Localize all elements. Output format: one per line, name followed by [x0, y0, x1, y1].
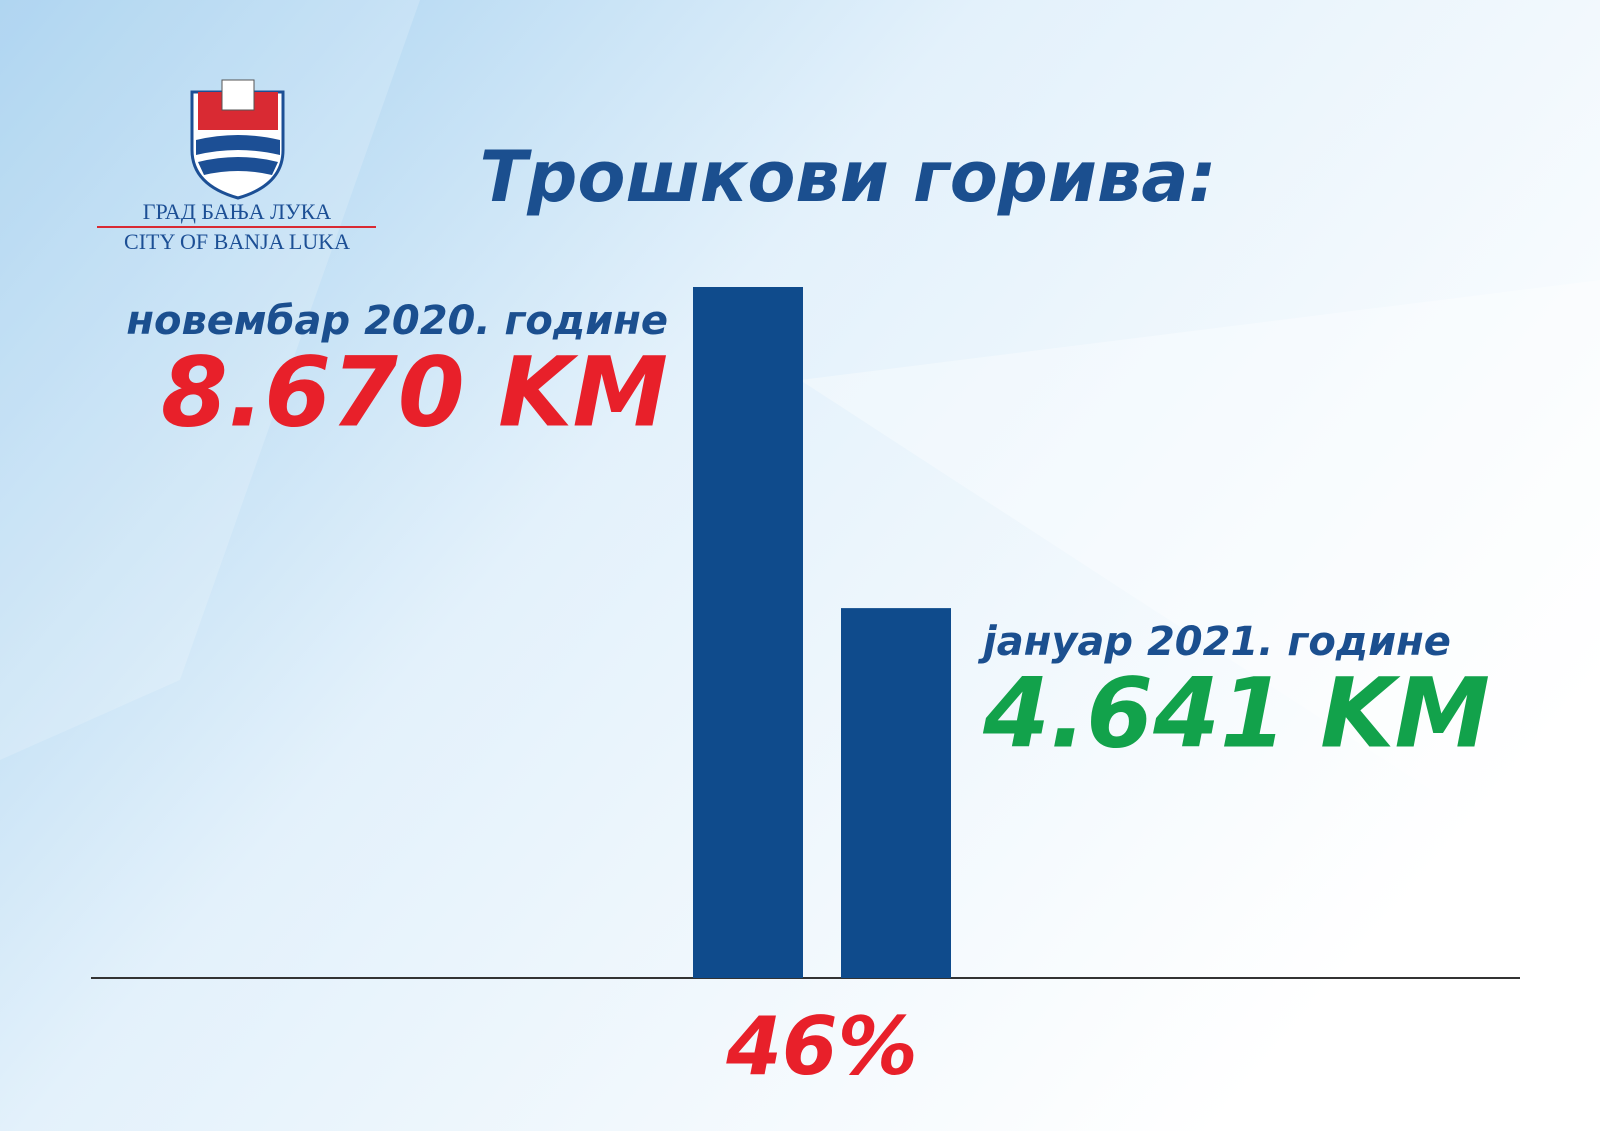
logo-text: ГРАД БАЊА ЛУКА: [143, 199, 332, 224]
bg-facet: [800, 280, 1600, 900]
category-label: јануар 2021. године: [977, 619, 1451, 665]
bg-facet: [0, 0, 420, 760]
logo: ГРАД БАЊА ЛУКА CITY OF BANJA LUKA: [97, 79, 376, 254]
logo-tower: [221, 79, 255, 111]
annotation: 46%: [725, 1000, 917, 1093]
logo-text: CITY OF BANJA LUKA: [124, 229, 350, 254]
bar: [841, 608, 951, 978]
chart-title: Трошкови горива:: [480, 136, 1217, 218]
logo-waves: [196, 135, 280, 175]
category-label: новембар 2020. године: [126, 298, 668, 344]
value-label: 4.641 KM: [982, 657, 1490, 769]
bar: [693, 287, 803, 978]
value-label: 8.670 KM: [161, 336, 668, 448]
